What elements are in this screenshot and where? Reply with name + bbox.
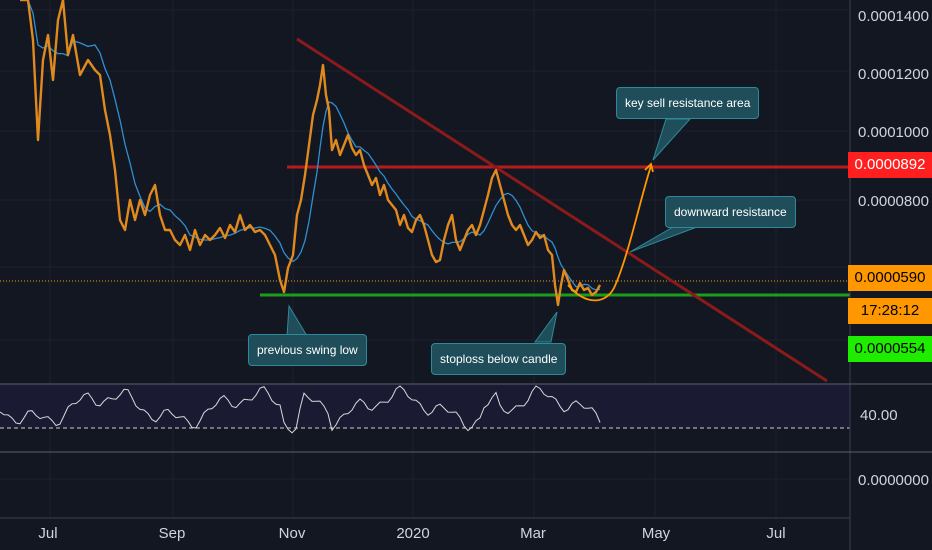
price-tag-resistance: 0.0000892: [848, 152, 932, 178]
annotation-stoploss: stoploss below candle: [431, 343, 567, 375]
time-tick-label: 2020: [396, 525, 429, 542]
price-tick-label: 0.0001400: [858, 8, 929, 25]
price-tag-countdown: 17:28:12: [848, 298, 932, 324]
callout-tail-stoploss: [534, 311, 558, 343]
annotation-key-sell: key sell resistance area: [616, 87, 760, 119]
price-tag-last: 0.0000590: [848, 265, 932, 291]
time-tick-label: Jul: [38, 525, 57, 542]
time-tick-label: Sep: [159, 525, 186, 542]
downtrend-line: [296, 37, 828, 383]
moving-average-line: [20, 0, 601, 291]
price-tick-label: 0.0000800: [858, 193, 929, 210]
price-tick-label: 0.0000000: [858, 472, 929, 489]
callout-tail-swing-low: [286, 304, 308, 337]
time-tick-label: Jul: [766, 525, 785, 542]
callout-tail-key-sell: [652, 118, 692, 161]
price-axis: 0.0001400 0.0001200 0.0001000 0.0000800 0.00…: [858, 8, 929, 489]
projection-arrowhead: [644, 162, 654, 173]
time-tick-label: May: [642, 525, 671, 542]
price-tag-support: 0.0000554: [848, 336, 932, 362]
price-tick-label: 0.0001000: [858, 124, 929, 141]
annotation-swing-low: previous swing low: [248, 334, 367, 366]
projection-curve: [567, 165, 652, 302]
horizontal-lines: [0, 165, 850, 297]
rsi-series-line: [0, 385, 601, 434]
time-tick-label: Nov: [279, 525, 306, 542]
price-tick-label: 0.0001200: [858, 66, 929, 83]
rsi-band: [0, 384, 850, 428]
callout-tail-downward: [629, 226, 698, 253]
annotation-downward-resistance: downward resistance: [665, 196, 796, 228]
time-axis: Jul Sep Nov 2020 Mar May Jul: [38, 525, 785, 542]
rsi-tick-label: 40.00: [860, 407, 898, 424]
time-tick-label: Mar: [520, 525, 546, 542]
grid: [0, 0, 850, 518]
rsi-panel: [0, 384, 850, 429]
price-series-line: [20, 0, 602, 307]
